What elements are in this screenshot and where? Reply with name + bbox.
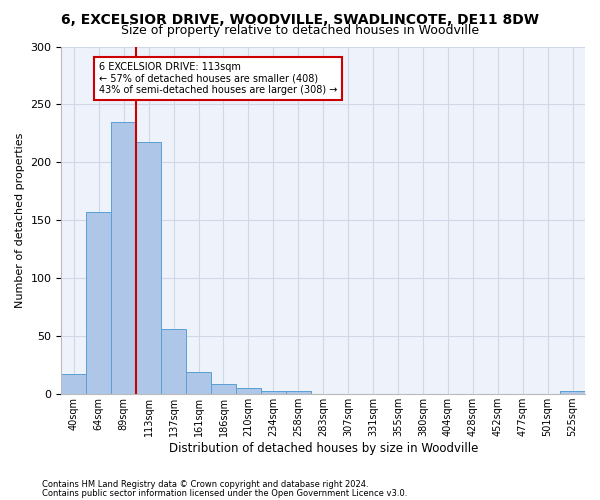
Bar (111, 122, 136, 394)
Text: 6, EXCELSIOR DRIVE, WOODVILLE, SWADLINCOTE, DE11 8DW: 6, EXCELSIOR DRIVE, WOODVILLE, SWADLINCO… (61, 12, 539, 26)
Text: Contains HM Land Registry data © Crown copyright and database right 2024.: Contains HM Land Registry data © Crown c… (42, 480, 368, 489)
Text: Size of property relative to detached houses in Woodville: Size of property relative to detached ho… (121, 24, 479, 37)
Bar (261, 390, 286, 394)
Bar (286, 390, 311, 394)
Text: Contains public sector information licensed under the Open Government Licence v3: Contains public sector information licen… (42, 489, 407, 498)
Bar (86, 212, 111, 394)
Bar (560, 390, 585, 394)
Text: 6 EXCELSIOR DRIVE: 113sqm
← 57% of detached houses are smaller (408)
43% of semi: 6 EXCELSIOR DRIVE: 113sqm ← 57% of detac… (99, 62, 337, 95)
Bar (236, 388, 261, 394)
X-axis label: Distribution of detached houses by size in Woodville: Distribution of detached houses by size … (169, 442, 478, 455)
Bar (161, 330, 186, 394)
Bar (61, 374, 86, 394)
Bar (211, 384, 236, 394)
Bar (186, 372, 211, 394)
Y-axis label: Number of detached properties: Number of detached properties (15, 132, 25, 308)
Bar (136, 142, 161, 394)
